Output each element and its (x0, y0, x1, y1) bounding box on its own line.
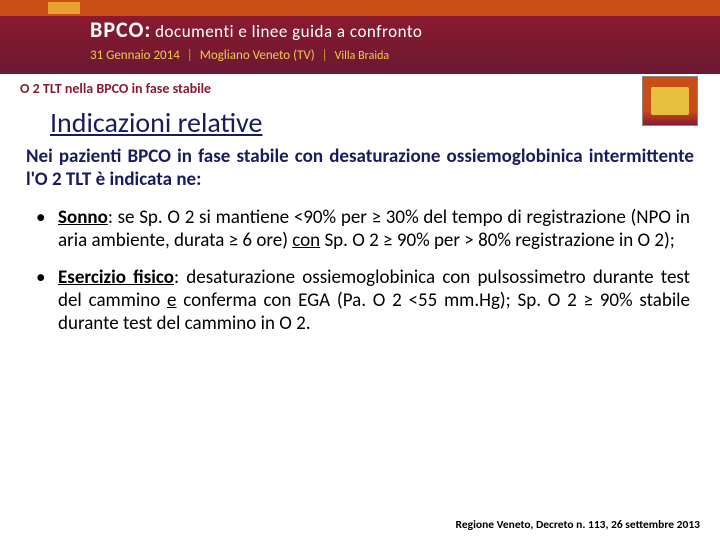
bullet-text-cont: Sp. O 2 ≥ 90% per > 80% registrazione in… (320, 229, 675, 252)
banner-date: 31 Gennaio 2014 (90, 48, 180, 63)
bullet-underlined: con (292, 229, 320, 252)
bullet-label: Esercizio fisico (58, 266, 174, 289)
header-banner: BPCO: documenti e linee guida a confront… (0, 0, 720, 74)
banner-title-main: BPCO: (90, 16, 151, 43)
banner-accent (48, 2, 80, 14)
region-logo (642, 76, 698, 126)
lion-icon (651, 87, 689, 115)
bullet-underlined: e (167, 289, 176, 312)
banner-location: Mogliano Veneto (TV) (200, 48, 315, 63)
slide-heading: Indicazioni relative (50, 105, 700, 140)
intro-paragraph: Nei pazienti BPCO in fase stabile con de… (26, 146, 694, 192)
banner-title-sub: documenti e linee guida a confronto (155, 21, 422, 42)
slide-content: O 2 TLT nella BPCO in fase stabile Indic… (0, 74, 720, 335)
section-header: O 2 TLT nella BPCO in fase stabile (20, 80, 700, 97)
banner-title: BPCO: documenti e linee guida a confront… (90, 16, 422, 43)
bullet-item: Esercizio fisico: desaturazione ossiemog… (34, 266, 690, 336)
bullet-item: Sonno: se Sp. O 2 si mantiene <90% per ≥… (34, 206, 690, 252)
banner-meta: 31 Gennaio 2014 | Mogliano Veneto (TV) |… (90, 48, 389, 63)
banner-venue: Villa Braida (335, 49, 390, 63)
footer-citation: Regione Veneto, Decreto n. 113, 26 sette… (456, 518, 700, 532)
bullet-list: Sonno: se Sp. O 2 si mantiene <90% per ≥… (34, 206, 690, 336)
bullet-label: Sonno (58, 206, 108, 229)
